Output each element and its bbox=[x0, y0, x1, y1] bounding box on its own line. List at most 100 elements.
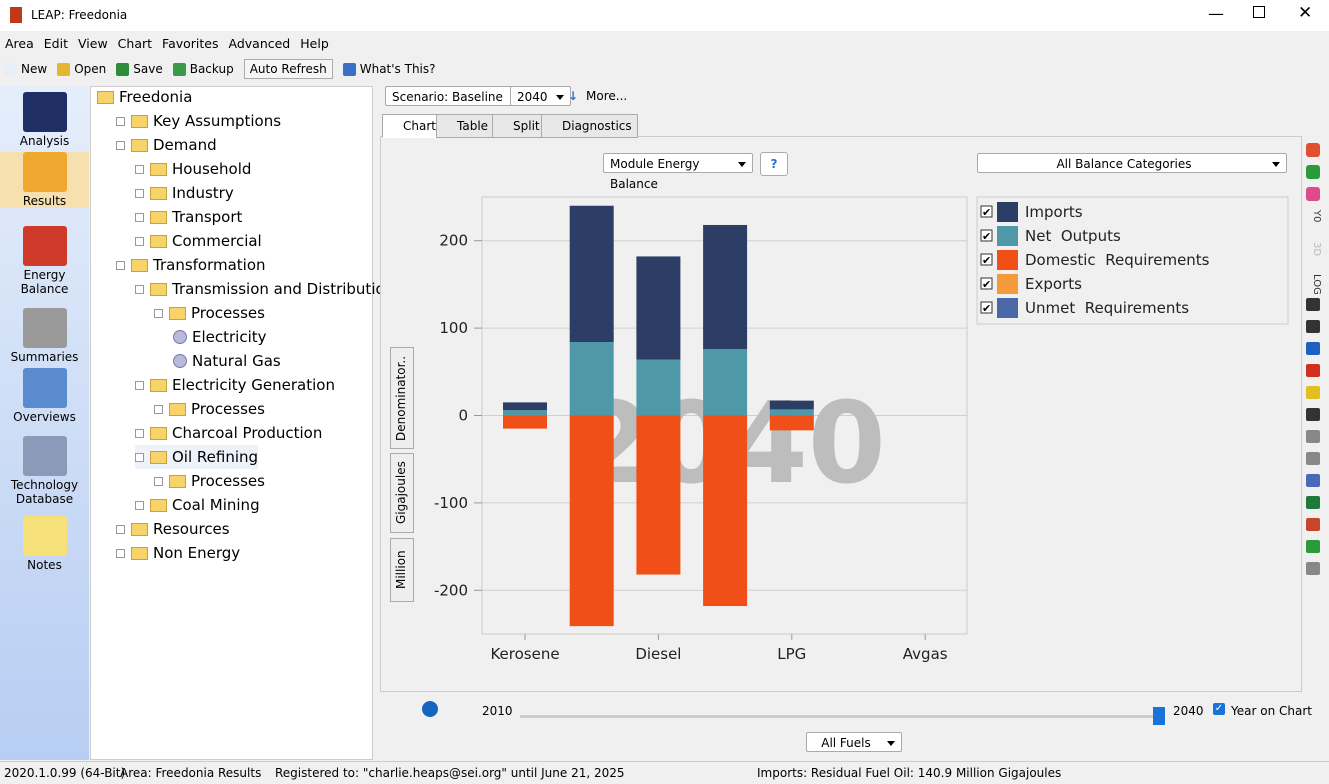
tool-icon[interactable] bbox=[1306, 518, 1320, 531]
more-button[interactable]: More... bbox=[586, 89, 628, 103]
toolbar-button[interactable]: What's This? bbox=[342, 62, 436, 76]
sidebar-item[interactable]: Notes bbox=[0, 516, 89, 572]
tree-label: Commercial bbox=[172, 232, 262, 250]
sidebar-label: Summaries bbox=[10, 350, 79, 364]
tool-icon[interactable] bbox=[1306, 408, 1320, 421]
tree-node[interactable]: Transformation bbox=[116, 253, 266, 277]
play-button[interactable] bbox=[422, 701, 438, 717]
tab[interactable]: Split bbox=[492, 114, 546, 138]
year-on-chart-label: Year on Chart bbox=[1231, 704, 1312, 718]
sidebar-label: Technology Database bbox=[10, 478, 79, 506]
tool-icon[interactable] bbox=[1306, 452, 1320, 465]
tool-toggle[interactable]: Y0 bbox=[1311, 210, 1322, 223]
sidebar-item[interactable]: Overviews bbox=[0, 368, 89, 424]
sidebar-item[interactable]: Analysis bbox=[0, 92, 89, 148]
unit-button[interactable]: Gigajoules bbox=[390, 453, 414, 533]
tree-node[interactable]: Household bbox=[135, 157, 251, 181]
tool-icon[interactable] bbox=[1306, 320, 1320, 333]
status-bar: 2020.1.0.99 (64-Bit) Area: Freedonia Resul… bbox=[0, 761, 1329, 784]
menu-item[interactable]: Help bbox=[300, 36, 329, 51]
unit-button[interactable]: Denominator.. bbox=[390, 347, 414, 449]
tool-icon[interactable] bbox=[1306, 474, 1320, 487]
tab[interactable]: Chart bbox=[382, 114, 442, 138]
tool-icon[interactable] bbox=[1306, 364, 1320, 377]
tree-node[interactable]: Transmission and Distribution bbox=[135, 277, 394, 301]
sidebar-item[interactable]: Energy Balance bbox=[0, 226, 89, 296]
year-on-chart-checkbox[interactable]: ✓ bbox=[1213, 703, 1225, 715]
toolbar-button[interactable]: Save bbox=[116, 62, 163, 76]
menu-item[interactable]: Area bbox=[5, 36, 34, 51]
tree-node[interactable]: Natural Gas bbox=[173, 349, 281, 373]
tab[interactable]: Table bbox=[436, 114, 495, 138]
toolbar-button[interactable]: Backup bbox=[172, 62, 234, 76]
tool-toggle[interactable]: LOG bbox=[1311, 274, 1322, 295]
tool-icon[interactable] bbox=[1306, 430, 1320, 443]
sidebar-item[interactable]: Summaries bbox=[0, 308, 89, 364]
sidebar: Analysis Results Energy Balance Summaries Ov… bbox=[0, 86, 89, 760]
unit-button[interactable]: Million bbox=[390, 538, 414, 602]
year-select[interactable]: 2040 bbox=[510, 86, 571, 106]
sidebar-item[interactable]: Results bbox=[0, 152, 89, 208]
tree-node[interactable]: Oil Refining bbox=[135, 445, 259, 469]
tool-icon[interactable] bbox=[1306, 386, 1320, 399]
tree-label: Industry bbox=[172, 184, 234, 202]
tool-icon[interactable] bbox=[1306, 187, 1320, 201]
menu-item[interactable]: Chart bbox=[117, 36, 153, 51]
toolbar-button[interactable]: Auto Refresh bbox=[243, 59, 333, 79]
chart-select[interactable]: Module Energy Balance bbox=[603, 153, 753, 191]
tree-node[interactable]: Freedonia bbox=[97, 85, 192, 109]
category-select[interactable]: All Balance Categories bbox=[977, 153, 1287, 173]
tree-node[interactable]: Demand bbox=[116, 133, 217, 157]
tree-node[interactable]: Commercial bbox=[135, 229, 262, 253]
tool-icon[interactable] bbox=[1306, 496, 1320, 509]
minimize[interactable]: — bbox=[1208, 4, 1224, 23]
tree-label: Processes bbox=[191, 400, 265, 418]
tree-node[interactable]: Industry bbox=[135, 181, 234, 205]
tool-icon[interactable] bbox=[1306, 562, 1320, 575]
tree-label: Demand bbox=[153, 136, 217, 154]
tree-node[interactable]: Key Assumptions bbox=[116, 109, 281, 133]
status-field: Imports: Residual Fuel Oil: 140.9 Millio… bbox=[757, 766, 1062, 780]
tree-node[interactable]: Electricity Generation bbox=[135, 373, 335, 397]
sidebar-item[interactable]: Technology Database bbox=[0, 436, 89, 506]
tool-icon[interactable] bbox=[1306, 342, 1320, 355]
scenario-select[interactable]: Scenario: Baseline bbox=[385, 86, 526, 106]
tool-toggle[interactable]: 3D bbox=[1311, 242, 1322, 257]
help-button[interactable]: ? bbox=[760, 152, 788, 176]
app-icon bbox=[10, 7, 22, 23]
toolbar-button[interactable]: Open bbox=[57, 62, 106, 76]
menu-item[interactable]: Favorites bbox=[162, 36, 219, 51]
tree-node[interactable]: Non Energy bbox=[116, 541, 240, 565]
tree-node[interactable]: Charcoal Production bbox=[135, 421, 322, 445]
tree-node[interactable]: Resources bbox=[116, 517, 230, 541]
tool-icon[interactable] bbox=[1306, 298, 1320, 311]
tree-node[interactable]: Coal Mining bbox=[135, 493, 260, 517]
menu-item[interactable]: Advanced bbox=[228, 36, 291, 51]
tree-node[interactable]: Electricity bbox=[173, 325, 267, 349]
status-field: 2020.1.0.99 (64-Bit) bbox=[4, 766, 126, 780]
slider-thumb[interactable] bbox=[1153, 707, 1165, 725]
maximize[interactable] bbox=[1253, 6, 1265, 18]
fuel-select[interactable]: All Fuels bbox=[806, 732, 902, 752]
tree-node[interactable]: Processes bbox=[154, 469, 265, 493]
tool-icon[interactable] bbox=[1306, 165, 1320, 179]
close[interactable]: ✕ bbox=[1298, 3, 1313, 23]
sidebar-label: Analysis bbox=[19, 134, 70, 148]
status-field: Area: Freedonia bbox=[120, 766, 215, 780]
tool-icon[interactable] bbox=[1306, 143, 1320, 157]
toolbar: New Open Save Backup Auto Refresh What's This… bbox=[4, 58, 436, 80]
toolbar-button[interactable]: New bbox=[4, 62, 47, 76]
tool-icon[interactable] bbox=[1306, 540, 1320, 553]
tree-label: Oil Refining bbox=[172, 448, 259, 466]
menu-item[interactable]: Edit bbox=[43, 36, 68, 51]
tree-node[interactable]: Processes bbox=[154, 397, 265, 421]
tab[interactable]: Diagnostics bbox=[541, 114, 638, 138]
toolbar-label: Auto Refresh bbox=[249, 62, 327, 76]
menu-item[interactable]: View bbox=[78, 36, 108, 51]
tree-node[interactable]: Transport bbox=[135, 205, 242, 229]
toolbar-label: What's This? bbox=[359, 62, 436, 76]
tree-node[interactable]: Processes bbox=[154, 301, 265, 325]
sidebar-label: Energy Balance bbox=[20, 268, 69, 296]
tree-label: Electricity Generation bbox=[172, 376, 335, 394]
